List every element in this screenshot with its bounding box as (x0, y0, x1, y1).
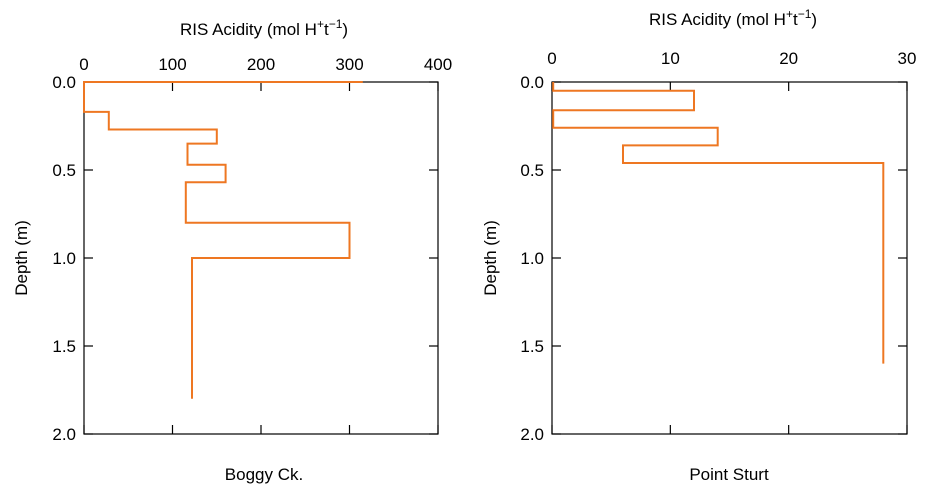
y-tick-label: 2.0 (52, 425, 76, 444)
y-tick-label: 2.0 (520, 425, 544, 444)
x-tick-label: 0 (79, 55, 88, 74)
y-tick-label: 0.0 (520, 73, 544, 92)
panel-point-sturt: RIS Acidity (mol H+t−1) Depth (m) Point … (481, 7, 916, 484)
top-axis-title: RIS Acidity (mol H+t−1) (649, 7, 817, 29)
x-tick-label: 0 (547, 49, 556, 68)
x-tick-label: 30 (898, 49, 917, 68)
y-tick-label: 1.5 (520, 337, 544, 356)
axis-ticks: 0 100 200 300 400 0.0 0.5 1.0 1.5 2.0 (52, 55, 452, 444)
x-tick-label: 400 (424, 55, 452, 74)
site-label: Boggy Ck. (225, 465, 303, 484)
y-axis-label: Depth (m) (481, 220, 500, 296)
acidity-profile-line (83, 81, 363, 399)
y-tick-label: 0.5 (52, 161, 76, 180)
x-tick-label: 20 (779, 49, 798, 68)
y-tick-label: 1.0 (52, 249, 76, 268)
y-axis-label: Depth (m) (12, 220, 31, 296)
axis-ticks: 0 10 20 30 0.0 0.5 1.0 1.5 2.0 (520, 49, 916, 444)
y-tick-label: 0.0 (52, 73, 76, 92)
y-tick-label: 0.5 (520, 161, 544, 180)
x-tick-label: 300 (335, 55, 363, 74)
x-tick-label: 100 (158, 55, 186, 74)
plot-frame (551, 81, 908, 435)
y-tick-label: 1.0 (520, 249, 544, 268)
y-tick-label: 1.5 (52, 337, 76, 356)
x-tick-label: 10 (661, 49, 680, 68)
top-axis-title: RIS Acidity (mol H+t−1) (180, 17, 348, 39)
acidity-profile-line (552, 82, 885, 364)
site-label: Point Sturt (689, 465, 769, 484)
x-tick-label: 200 (247, 55, 275, 74)
panel-boggy-ck: RIS Acidity (mol H+t−1) Depth (m) Boggy … (12, 17, 452, 484)
